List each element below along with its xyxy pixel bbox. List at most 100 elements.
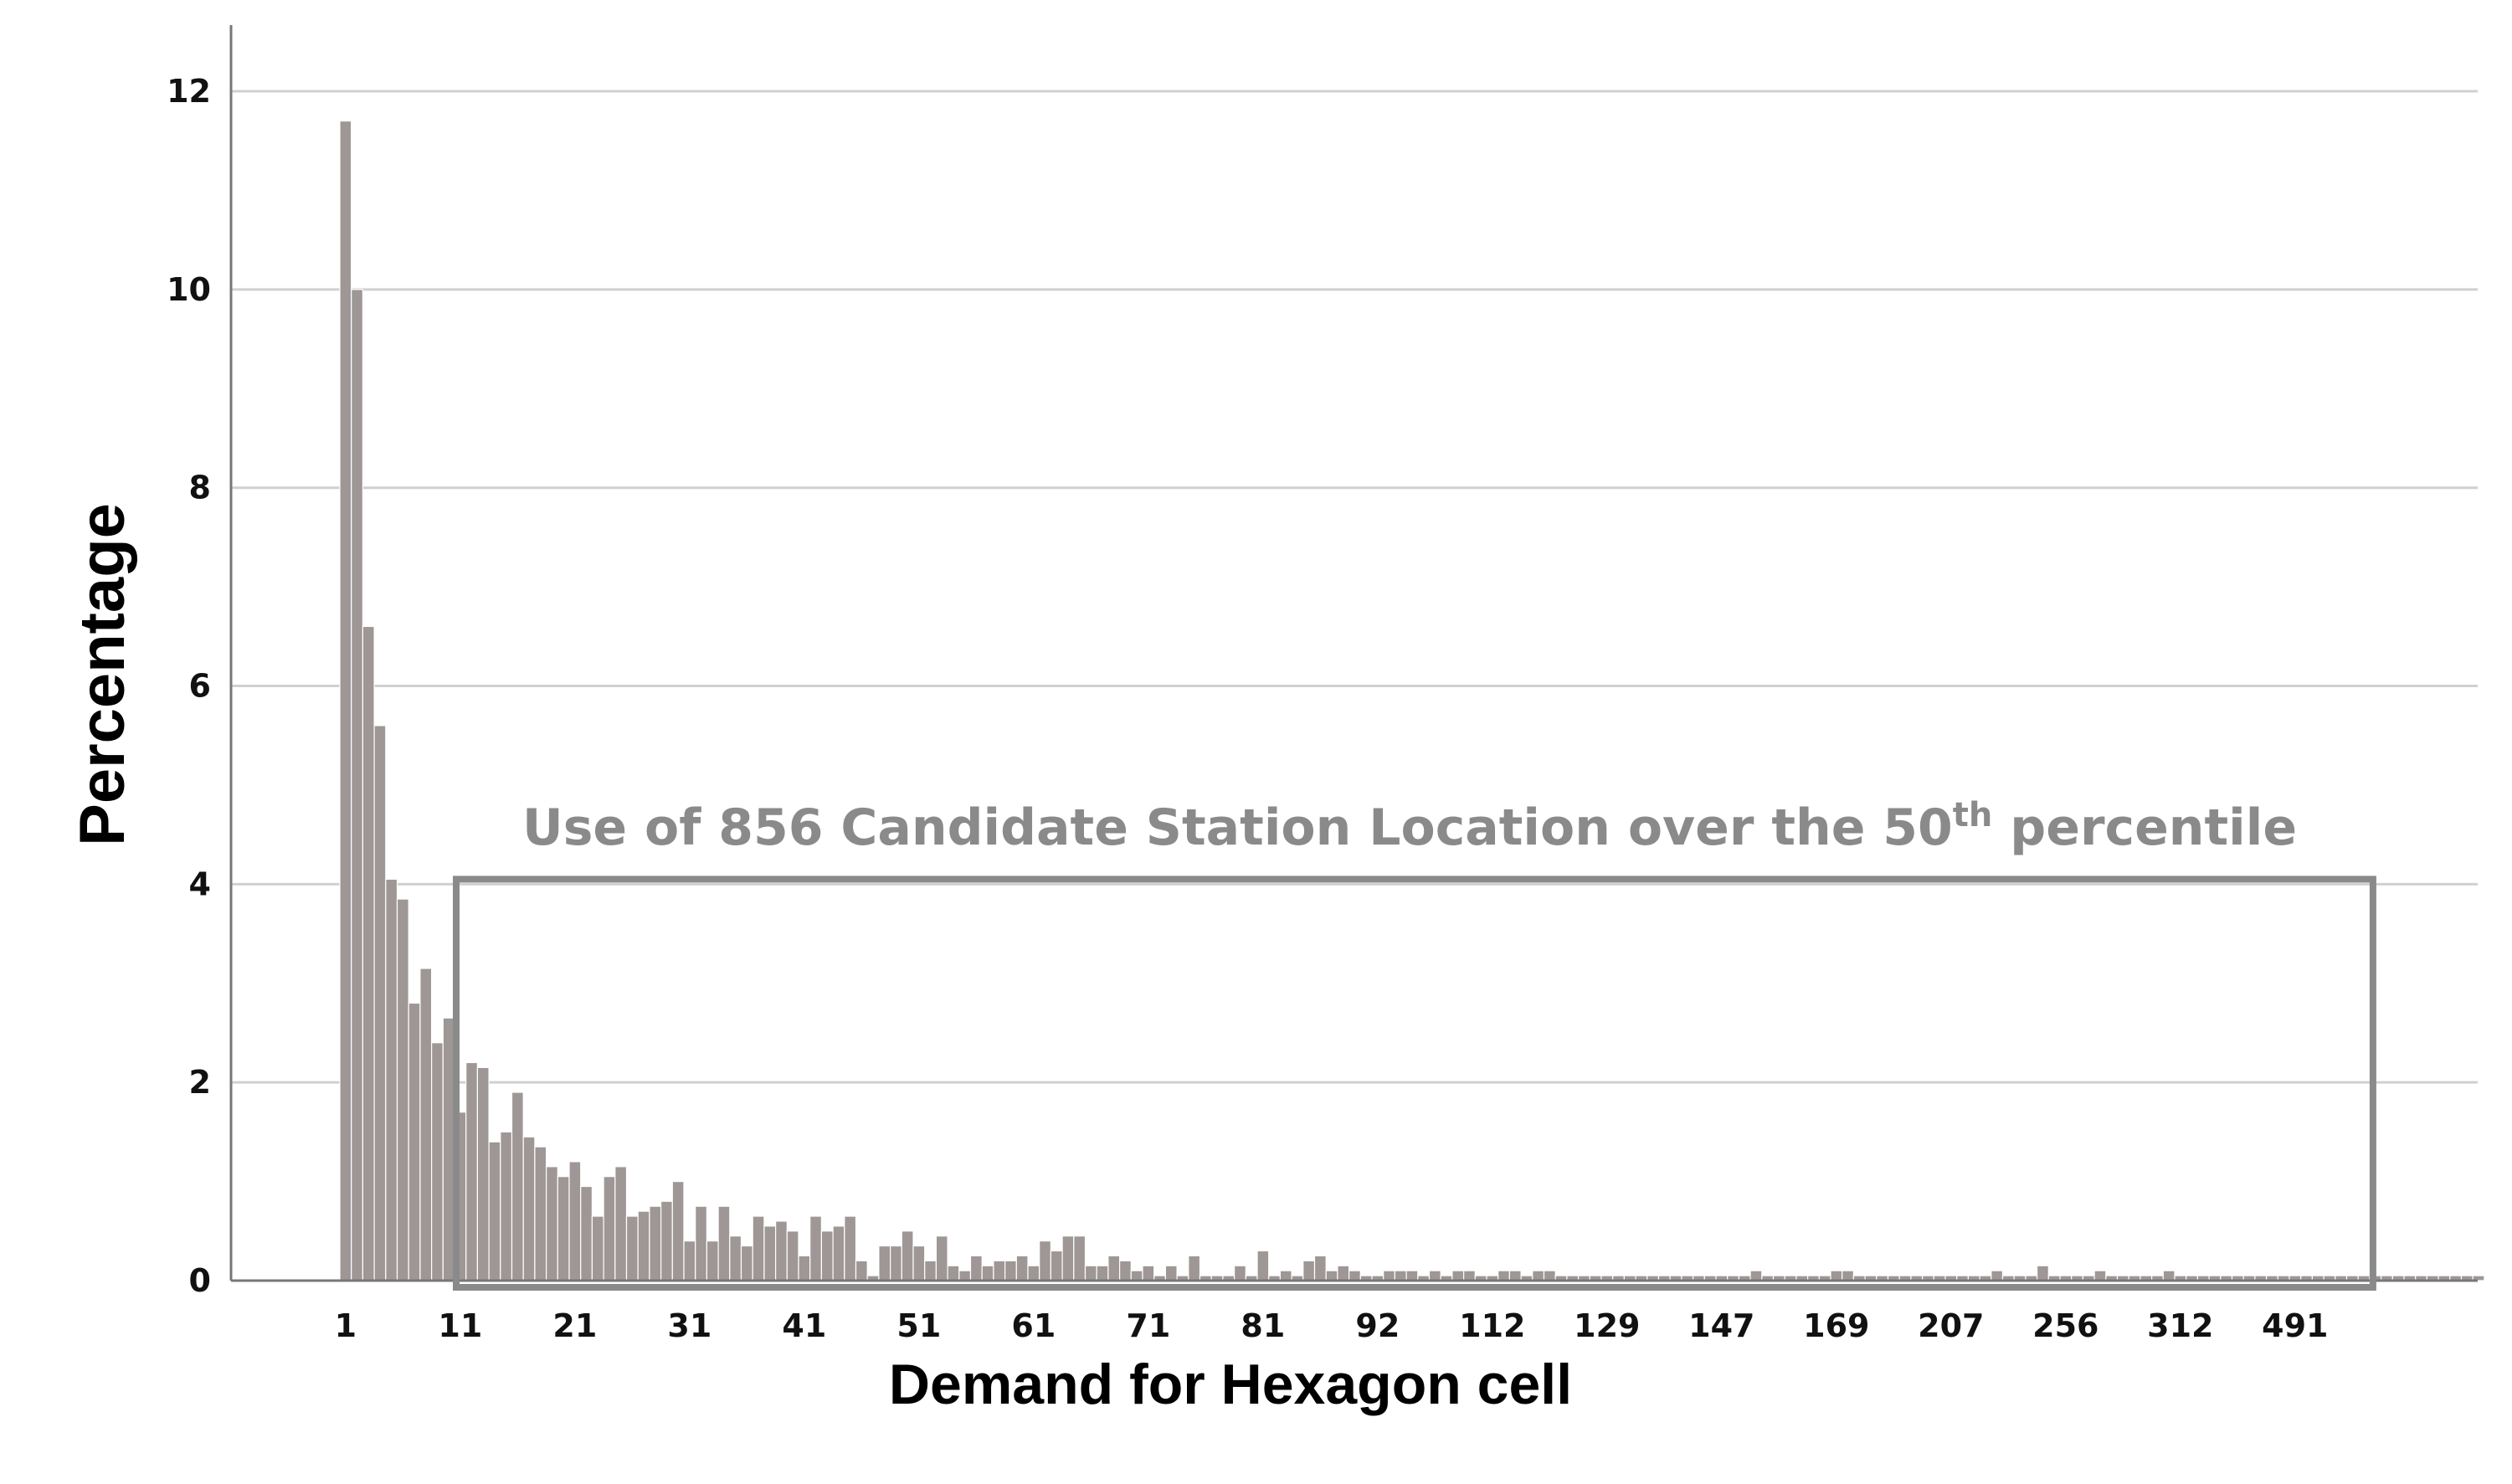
x-tick-label: 1: [335, 1307, 357, 1344]
histogram-bar: [1107, 1255, 1121, 1281]
histogram-bar: [1462, 1270, 1476, 1281]
histogram-bar: [476, 1066, 490, 1281]
histogram-bar: [1302, 1260, 1316, 1281]
gridlines: [231, 90, 2478, 1084]
histogram-bar: [717, 1205, 731, 1281]
histogram-bar: [1532, 1270, 1545, 1281]
histogram-bar: [912, 1245, 926, 1281]
histogram-bar: [649, 1205, 662, 1281]
histogram-bar: [625, 1215, 639, 1281]
histogram-bar: [385, 878, 398, 1281]
y-tick-label: 6: [189, 668, 211, 705]
histogram-bar: [1096, 1265, 1109, 1281]
histogram-bar: [1188, 1255, 1201, 1281]
x-tick-label: 41: [782, 1307, 826, 1344]
x-tick-label: 81: [1241, 1307, 1285, 1344]
histogram-bar: [1279, 1270, 1292, 1281]
histogram-bar: [591, 1215, 604, 1281]
x-tick-label: 61: [1011, 1307, 1056, 1344]
histogram-bar: [1015, 1255, 1029, 1281]
histogram-bar: [832, 1225, 845, 1281]
histogram-bar: [1130, 1270, 1143, 1281]
x-tick-label: 147: [1688, 1307, 1754, 1344]
histogram-bar: [981, 1265, 994, 1281]
histogram-bar: [603, 1176, 616, 1281]
histogram-bar: [1164, 1265, 1178, 1281]
histogram-bar: [1749, 1270, 1763, 1281]
histogram-bar: [1830, 1270, 1843, 1281]
histogram-bar: [1325, 1270, 1338, 1281]
histogram-bar: [614, 1166, 628, 1281]
histogram-bar: [1039, 1240, 1051, 1281]
y-tick-label: 10: [167, 271, 211, 308]
histogram-bar: [1508, 1270, 1522, 1281]
y-tick-label: 4: [189, 865, 211, 902]
histogram-bar: [465, 1061, 479, 1281]
histogram-bar: [740, 1245, 753, 1281]
y-axis-title: Percentage: [67, 503, 138, 846]
histogram-bar: [855, 1260, 868, 1281]
histogram-bar: [1497, 1270, 1510, 1281]
x-tick-label: 21: [552, 1307, 597, 1344]
histogram-bar: [568, 1161, 582, 1281]
histogram-bar: [1543, 1270, 1556, 1281]
histogram-bar: [2472, 1275, 2485, 1281]
histogram-bar: [1084, 1265, 1097, 1281]
histogram-bar: [362, 625, 375, 1281]
y-tick-label: 8: [189, 470, 211, 506]
histogram-bar: [1842, 1270, 1854, 1281]
histogram-bar: [695, 1205, 708, 1281]
histogram-bar: [545, 1166, 558, 1281]
histogram-bar: [1348, 1270, 1361, 1281]
histogram-bar: [522, 1136, 536, 1281]
histogram-bar: [1027, 1265, 1040, 1281]
histogram-bar: [786, 1230, 799, 1281]
histogram-bar: [935, 1235, 948, 1281]
histogram-bar: [408, 1002, 421, 1281]
histogram-bar: [1256, 1250, 1270, 1281]
histogram-bar: [1337, 1265, 1350, 1281]
histogram-bar: [1061, 1235, 1075, 1281]
x-tick-label: 312: [2147, 1307, 2213, 1344]
histogram-bar: [878, 1245, 891, 1281]
histogram-bar: [889, 1245, 902, 1281]
y-tick-label: 12: [167, 73, 211, 110]
histogram-bar: [901, 1230, 914, 1281]
histogram-bar: [580, 1185, 593, 1281]
histogram-bar: [430, 1042, 444, 1281]
histogram-bar: [419, 968, 433, 1281]
histogram-bar: [969, 1255, 983, 1281]
annotation-box: [453, 876, 2376, 1291]
histogram-bar: [373, 725, 387, 1281]
histogram-bar: [2037, 1265, 2049, 1281]
x-axis-title: Demand for Hexagon cell: [889, 1353, 1572, 1416]
histogram-bar: [844, 1215, 857, 1281]
y-tick-labels: 0 2 4 6 8 10 12: [167, 73, 211, 1299]
histogram-bar: [396, 898, 409, 1281]
y-tick-label: 0: [189, 1262, 211, 1299]
histogram-bar: [671, 1180, 685, 1281]
histogram-bar: [1142, 1265, 1155, 1281]
histogram-bar: [752, 1215, 765, 1281]
histogram-bar: [1451, 1270, 1465, 1281]
histogram-bar: [798, 1255, 811, 1281]
x-tick-label: 491: [2262, 1307, 2328, 1344]
histogram-bar: [660, 1200, 673, 1281]
histogram-bar: [729, 1235, 742, 1281]
histogram-bar: [442, 1017, 455, 1281]
x-tick-label: 71: [1126, 1307, 1170, 1344]
histogram-bar: [2093, 1270, 2107, 1281]
x-tick-label: 51: [896, 1307, 941, 1344]
x-tick-label: 256: [2032, 1307, 2098, 1344]
x-tick-label: 31: [667, 1307, 711, 1344]
histogram-bar: [683, 1240, 696, 1281]
annotation-superscript: th: [1953, 796, 1993, 834]
histogram-bar: [557, 1176, 570, 1281]
x-tick-label: 112: [1459, 1307, 1525, 1344]
histogram-bar: [2162, 1270, 2176, 1281]
histogram-bar: [1394, 1270, 1407, 1281]
histogram-bar: [1991, 1270, 2004, 1281]
x-tick-label: 11: [438, 1307, 482, 1344]
histogram-bar: [1073, 1235, 1086, 1281]
histogram-bar: [1405, 1270, 1419, 1281]
